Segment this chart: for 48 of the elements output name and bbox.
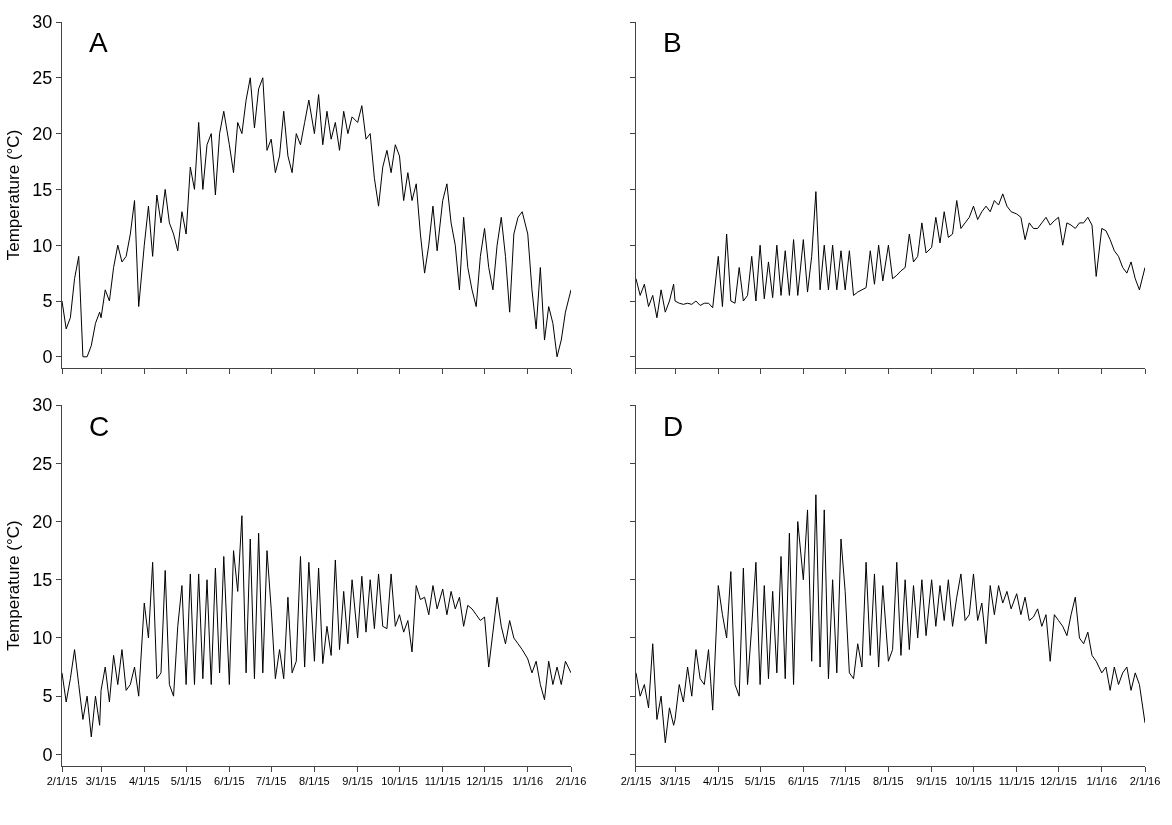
y-tick-label: 0	[42, 347, 53, 368]
x-tick-label: 2/1/16	[555, 775, 587, 788]
y-axis-title: Temperature (°C)	[3, 520, 23, 651]
annotation: D	[663, 411, 684, 442]
x-tick-label: 10/1/15	[381, 775, 418, 788]
x-tick-label: 6/1/15	[788, 775, 819, 788]
x-tick-label: 8/1/15	[299, 775, 330, 788]
x-tick-label: 11/1/15	[998, 775, 1035, 788]
x-tick-label: 2/1/16	[1129, 775, 1161, 788]
y-tick-label: 20	[32, 511, 53, 532]
y-tick-label: 5	[42, 291, 53, 312]
x-tick-label: 12/1/15	[1040, 775, 1077, 788]
x-tick-label: 8/1/15	[873, 775, 904, 788]
annotation: B	[663, 27, 682, 58]
x-tick-label: 7/1/15	[829, 775, 861, 788]
y-tick-label: 25	[32, 68, 53, 89]
x-tick-label: 3/1/15	[85, 775, 117, 788]
y-tick-label: 30	[32, 12, 53, 33]
y-tick-label: 15	[32, 179, 53, 200]
annotation: A	[89, 27, 108, 58]
y-tick-label: 10	[32, 628, 53, 649]
y-tick-label: 30	[32, 395, 53, 416]
x-tick-label: 2/1/15	[620, 775, 652, 788]
y-tick-label: 15	[32, 570, 53, 591]
y-tick-label: 10	[32, 235, 53, 256]
x-tick-label: 9/1/15	[342, 775, 373, 788]
x-tick-label: 4/1/15	[128, 775, 160, 788]
annotation: C	[89, 411, 110, 442]
x-tick-label: 9/1/15	[916, 775, 947, 788]
y-axis-title: Temperature (°C)	[3, 129, 23, 261]
line-series	[62, 77, 572, 358]
x-tick-label: 10/1/15	[955, 775, 992, 788]
y-tick-label: 25	[32, 453, 53, 474]
x-tick-label: 7/1/15	[255, 775, 287, 788]
y-tick-label: 5	[42, 686, 53, 707]
x-tick-label: 5/1/15	[170, 775, 202, 788]
x-tick-label: 3/1/15	[659, 775, 691, 788]
x-tick-label: 6/1/15	[214, 775, 245, 788]
x-tick-label: 1/1/16	[512, 775, 544, 788]
x-tick-label: 2/1/15	[46, 775, 78, 788]
x-tick-label: 1/1/16	[1086, 775, 1118, 788]
y-tick-label: 0	[42, 744, 53, 765]
x-tick-label: 11/1/15	[424, 775, 461, 788]
x-tick-label: 5/1/15	[744, 775, 776, 788]
x-tick-label: 12/1/15	[466, 775, 503, 788]
x-tick-label: 4/1/15	[702, 775, 734, 788]
line-series	[62, 515, 572, 738]
y-tick-label: 20	[32, 123, 53, 144]
